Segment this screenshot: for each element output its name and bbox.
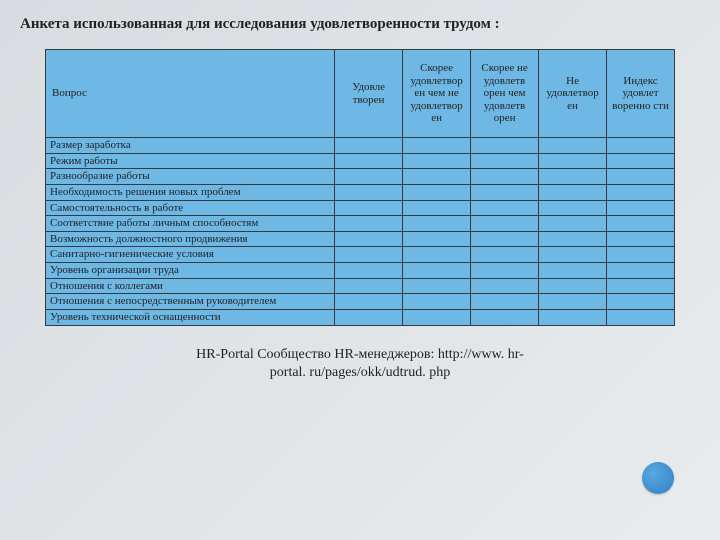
empty-cell <box>607 278 675 294</box>
row-label: Уровень технической оснащенности <box>46 310 335 326</box>
header-col2: Скорее удовлетвор ен чем не удовлетвор е… <box>403 50 471 138</box>
empty-cell <box>607 200 675 216</box>
empty-cell <box>335 247 403 263</box>
row-label: Уровень организации труда <box>46 263 335 279</box>
row-label: Отношения с коллегами <box>46 278 335 294</box>
row-label: Санитарно-гигиенические условия <box>46 247 335 263</box>
row-label: Разнообразие работы <box>46 169 335 185</box>
table-row: Размер заработка <box>46 138 675 154</box>
empty-cell <box>403 216 471 232</box>
empty-cell <box>471 310 539 326</box>
empty-cell <box>335 278 403 294</box>
empty-cell <box>335 263 403 279</box>
row-label: Режим работы <box>46 153 335 169</box>
empty-cell <box>471 138 539 154</box>
row-label: Отношения с непосредственным руководител… <box>46 294 335 310</box>
empty-cell <box>403 200 471 216</box>
empty-cell <box>335 200 403 216</box>
table-row: Режим работы <box>46 153 675 169</box>
table-row: Возможность должностного продвижения <box>46 231 675 247</box>
empty-cell <box>607 263 675 279</box>
table-row: Соответствие работы личным способностям <box>46 216 675 232</box>
empty-cell <box>403 184 471 200</box>
empty-cell <box>335 294 403 310</box>
decorative-dot-icon <box>642 462 674 494</box>
empty-cell <box>471 278 539 294</box>
empty-cell <box>403 138 471 154</box>
header-col3: Скорее не удовлетв орен чем удовлетв оре… <box>471 50 539 138</box>
empty-cell <box>403 153 471 169</box>
empty-cell <box>335 231 403 247</box>
row-label: Размер заработка <box>46 138 335 154</box>
header-col4: Не удовлетвор ен <box>539 50 607 138</box>
empty-cell <box>539 278 607 294</box>
table-row: Уровень организации труда <box>46 263 675 279</box>
table-row: Отношения с непосредственным руководител… <box>46 294 675 310</box>
empty-cell <box>471 231 539 247</box>
table-row: Отношения с коллегами <box>46 278 675 294</box>
header-col1: Удовле творен <box>335 50 403 138</box>
table-row: Санитарно-гигиенические условия <box>46 247 675 263</box>
empty-cell <box>539 138 607 154</box>
page-title: Анкета использованная для исследования у… <box>20 16 700 33</box>
table-container: Вопрос Удовле творен Скорее удовлетвор е… <box>45 49 675 326</box>
footer-citation: HR-Portal Сообщество HR-менеджеров: http… <box>20 346 700 382</box>
row-label: Необходимость решения новых проблем <box>46 184 335 200</box>
empty-cell <box>403 169 471 185</box>
empty-cell <box>335 169 403 185</box>
row-label: Соответствие работы личным способностям <box>46 216 335 232</box>
empty-cell <box>539 153 607 169</box>
empty-cell <box>335 138 403 154</box>
empty-cell <box>607 138 675 154</box>
survey-table: Вопрос Удовле творен Скорее удовлетвор е… <box>45 49 675 326</box>
header-row: Вопрос Удовле творен Скорее удовлетвор е… <box>46 50 675 138</box>
empty-cell <box>403 278 471 294</box>
empty-cell <box>335 153 403 169</box>
empty-cell <box>539 294 607 310</box>
empty-cell <box>403 294 471 310</box>
table-row: Уровень технической оснащенности <box>46 310 675 326</box>
empty-cell <box>539 263 607 279</box>
empty-cell <box>335 216 403 232</box>
footer-line2: portal. ru/pages/okk/udtrud. php <box>270 365 450 380</box>
header-col5: Индекс удовлет воренно сти <box>607 50 675 138</box>
empty-cell <box>607 216 675 232</box>
empty-cell <box>471 216 539 232</box>
row-label: Самостоятельность в работе <box>46 200 335 216</box>
empty-cell <box>471 184 539 200</box>
empty-cell <box>539 184 607 200</box>
table-row: Разнообразие работы <box>46 169 675 185</box>
header-question: Вопрос <box>46 50 335 138</box>
empty-cell <box>335 310 403 326</box>
empty-cell <box>607 294 675 310</box>
empty-cell <box>403 247 471 263</box>
empty-cell <box>607 247 675 263</box>
empty-cell <box>607 153 675 169</box>
empty-cell <box>607 310 675 326</box>
table-row: Необходимость решения новых проблем <box>46 184 675 200</box>
empty-cell <box>403 310 471 326</box>
empty-cell <box>539 169 607 185</box>
empty-cell <box>471 200 539 216</box>
empty-cell <box>607 184 675 200</box>
table-row: Самостоятельность в работе <box>46 200 675 216</box>
empty-cell <box>403 263 471 279</box>
empty-cell <box>539 310 607 326</box>
empty-cell <box>539 247 607 263</box>
empty-cell <box>539 231 607 247</box>
empty-cell <box>539 200 607 216</box>
empty-cell <box>607 231 675 247</box>
empty-cell <box>539 216 607 232</box>
empty-cell <box>607 169 675 185</box>
footer-line1: HR-Portal Сообщество HR-менеджеров: http… <box>196 347 524 362</box>
empty-cell <box>403 231 471 247</box>
empty-cell <box>471 169 539 185</box>
empty-cell <box>471 263 539 279</box>
table-body: Размер заработкаРежим работыРазнообразие… <box>46 138 675 326</box>
empty-cell <box>471 294 539 310</box>
empty-cell <box>471 153 539 169</box>
empty-cell <box>471 247 539 263</box>
empty-cell <box>335 184 403 200</box>
row-label: Возможность должностного продвижения <box>46 231 335 247</box>
